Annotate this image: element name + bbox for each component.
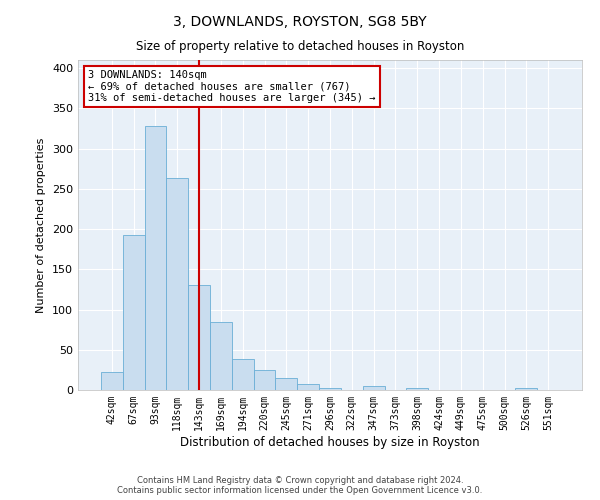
Bar [101, 372, 123, 390]
Text: Size of property relative to detached houses in Royston: Size of property relative to detached ho… [136, 40, 464, 53]
Bar [297, 384, 319, 390]
Bar [232, 360, 254, 390]
Text: 3, DOWNLANDS, ROYSTON, SG8 5BY: 3, DOWNLANDS, ROYSTON, SG8 5BY [173, 15, 427, 29]
Bar [166, 178, 188, 390]
Bar [188, 286, 210, 390]
Bar [123, 234, 145, 390]
Bar [406, 388, 428, 390]
Bar [145, 126, 166, 390]
Text: 3 DOWNLANDS: 140sqm
← 69% of detached houses are smaller (767)
31% of semi-detac: 3 DOWNLANDS: 140sqm ← 69% of detached ho… [88, 70, 376, 103]
X-axis label: Distribution of detached houses by size in Royston: Distribution of detached houses by size … [180, 436, 480, 448]
Bar [515, 388, 537, 390]
Bar [210, 322, 232, 390]
Bar [363, 386, 385, 390]
Bar [254, 370, 275, 390]
Bar [275, 378, 297, 390]
Text: Contains HM Land Registry data © Crown copyright and database right 2024.
Contai: Contains HM Land Registry data © Crown c… [118, 476, 482, 495]
Y-axis label: Number of detached properties: Number of detached properties [37, 138, 46, 312]
Bar [319, 388, 341, 390]
